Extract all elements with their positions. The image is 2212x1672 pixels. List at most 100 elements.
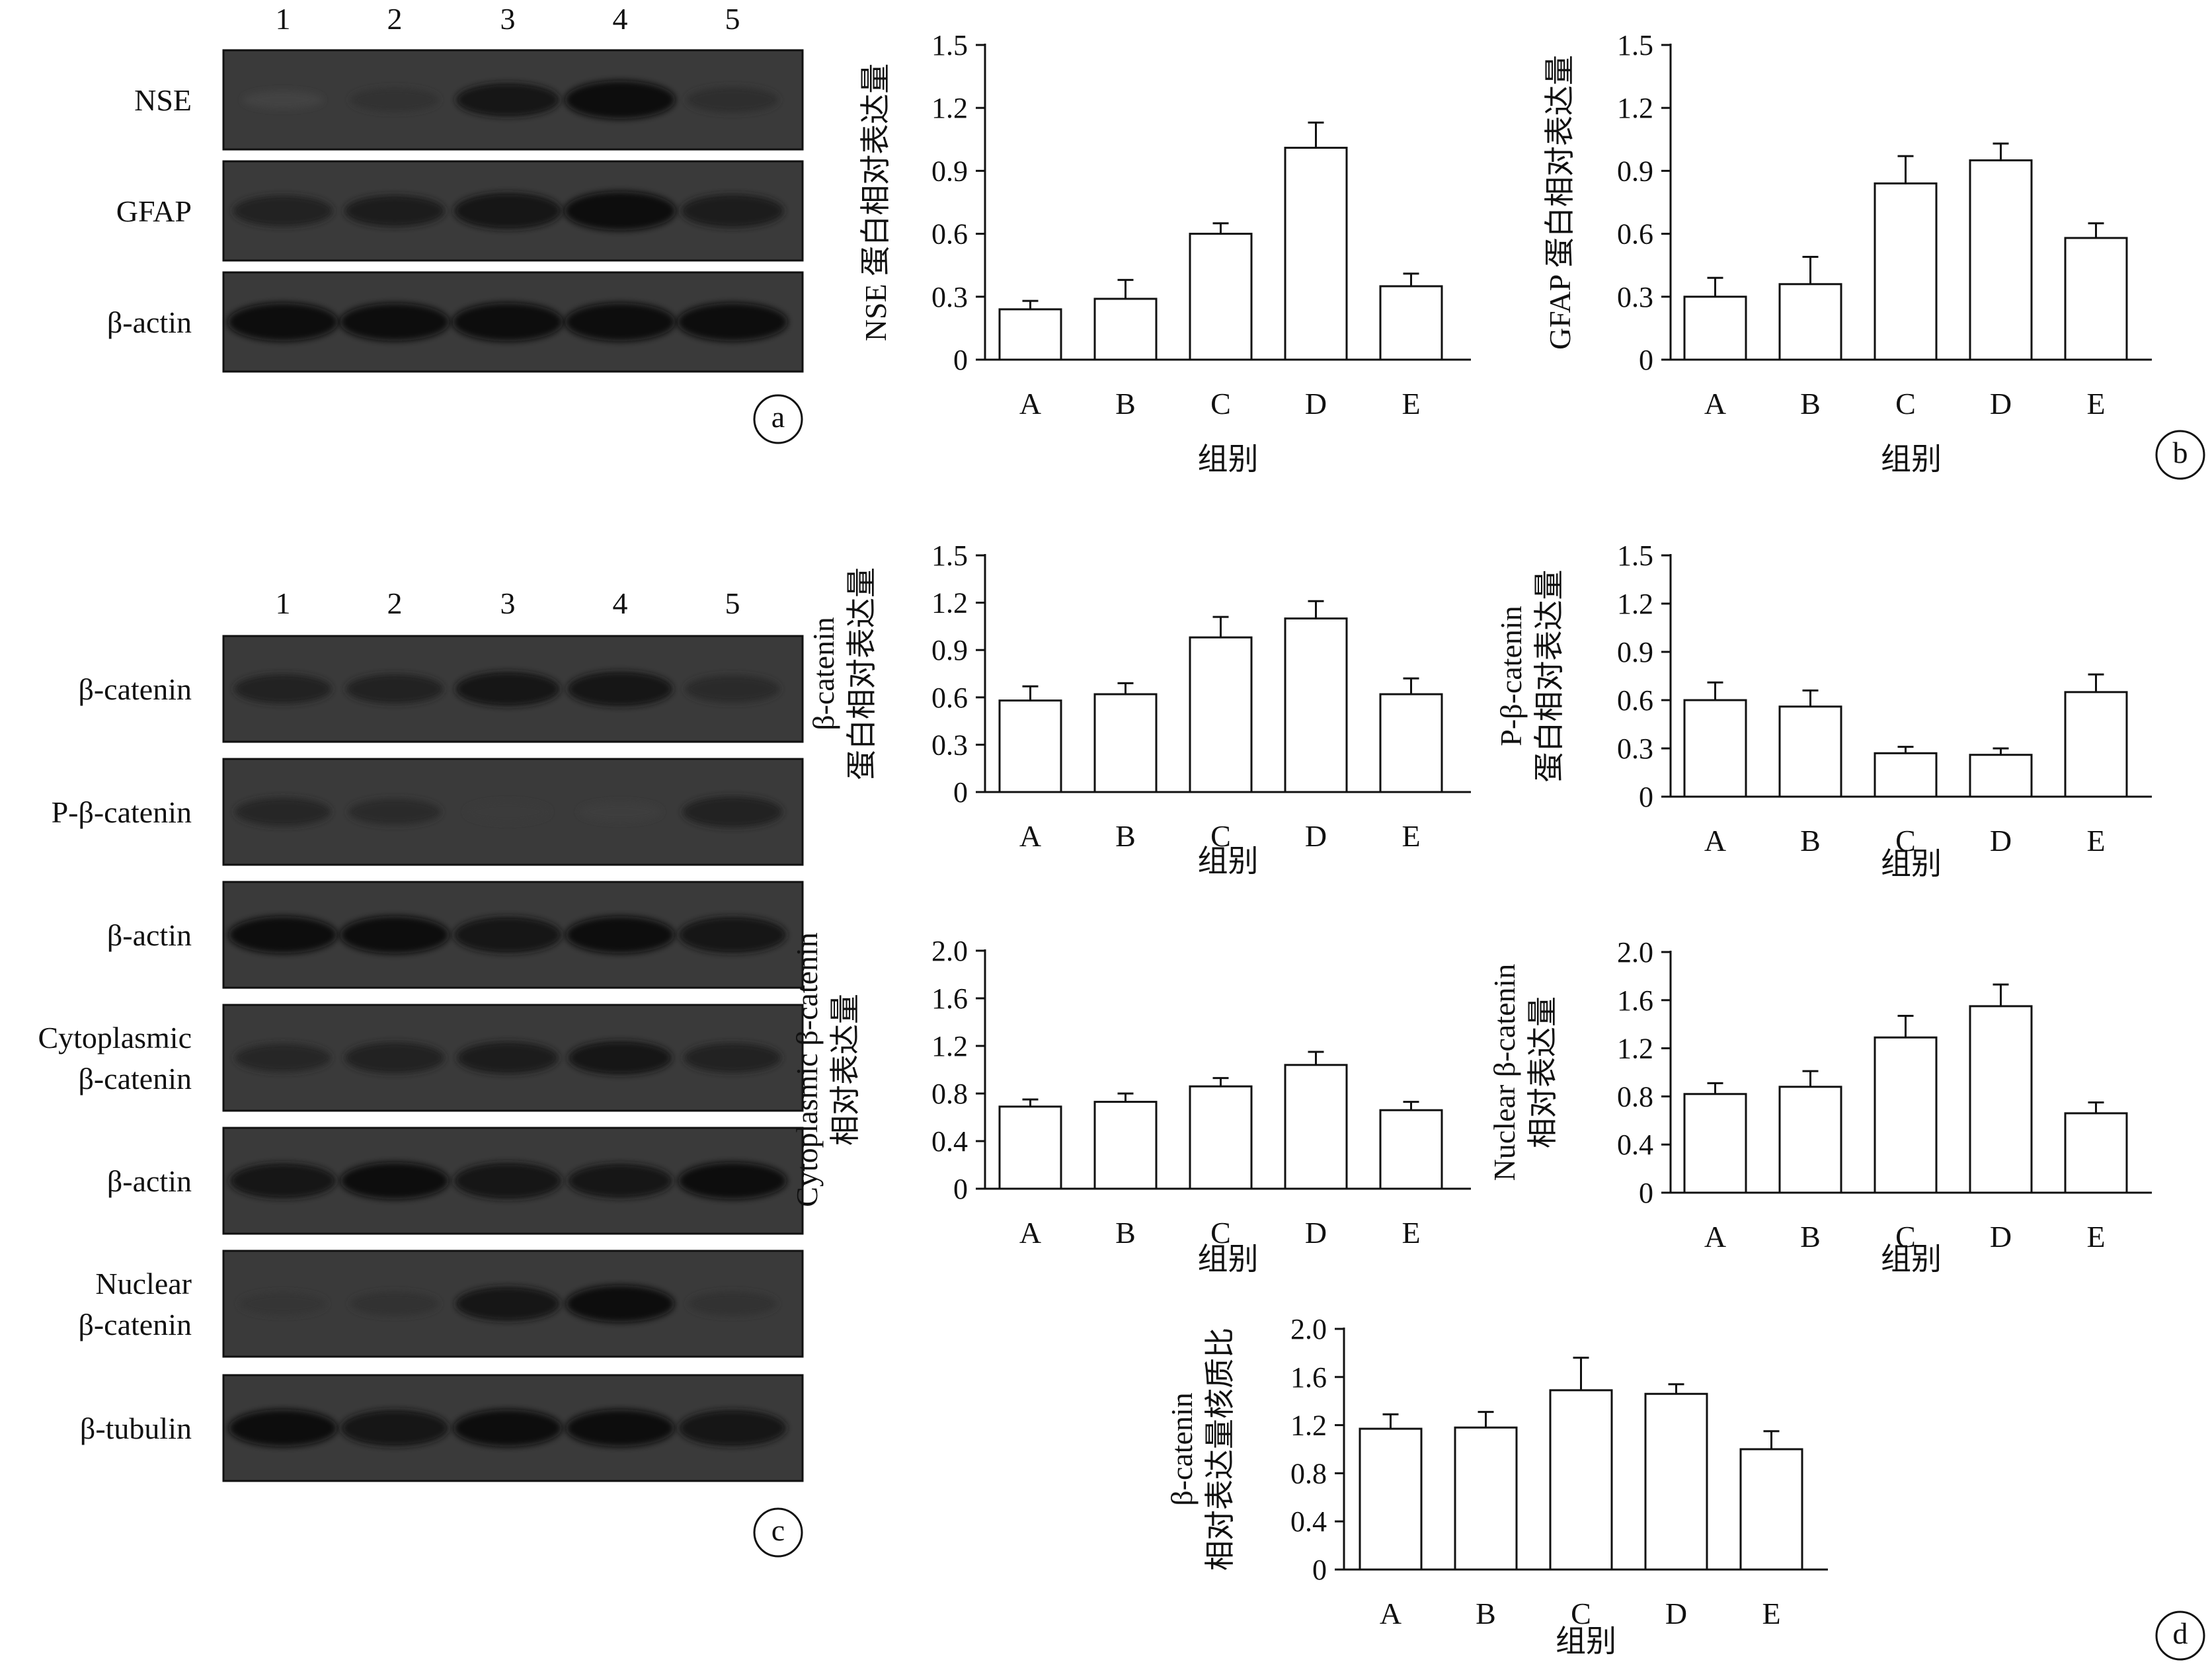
category-label-C: C: [1210, 1216, 1231, 1250]
blot-band: [454, 1410, 562, 1447]
bar-C: [1874, 752, 1938, 798]
y-tick-label: 0.3: [1617, 733, 1653, 765]
blot-row: Nuclear β-catenin: [78, 1250, 804, 1358]
blot-band: [457, 1041, 559, 1074]
blot-row-label: NSE: [134, 83, 192, 117]
panel-letter-circle: [2155, 430, 2205, 480]
category-label-E: E: [2086, 387, 2105, 420]
blot-band: [346, 674, 444, 704]
y-tick-label: 0.9: [1617, 636, 1653, 668]
y-axis-title: β-catenin: [807, 617, 840, 731]
lane-number-1: 1: [276, 586, 291, 620]
y-tick-label: 1.5: [931, 539, 968, 572]
x-axis-title: 组别: [1881, 847, 1942, 881]
blot-band: [344, 195, 445, 227]
blot-row-label: β-actin: [107, 918, 192, 952]
panel-letter-circle: [753, 1507, 803, 1558]
category-label-D: D: [1305, 819, 1327, 853]
blot-row: β-actin: [107, 271, 804, 373]
y-tick-label: 1.5: [1617, 29, 1653, 61]
blot-row: β-actin: [107, 881, 804, 989]
category-label-D: D: [1990, 387, 2012, 420]
bar-C: [1189, 233, 1253, 361]
y-tick-label: 1.6: [1617, 984, 1653, 1017]
x-axis-title: 组别: [1198, 844, 1259, 878]
lane-number-4: 4: [613, 2, 628, 36]
panel-letter-b: b: [2155, 430, 2205, 480]
x-axis-title: 组别: [1556, 1624, 1616, 1658]
y-axis-title: 相对表达量核质比: [1203, 1328, 1237, 1571]
category-label-A: A: [1019, 1216, 1041, 1250]
blot-band: [235, 797, 331, 826]
blot-band: [239, 1292, 327, 1316]
bar-D: [1969, 1005, 2033, 1194]
bar-C: [1874, 182, 1938, 361]
blot-band: [678, 1162, 787, 1199]
blot-row-label: Cytoplasmic: [38, 1021, 192, 1055]
bar-chart-5: 0 0.4 0.8 1.2 1.6 2.0 A B C D E 组别 Cytoplasmic β-cat…: [790, 932, 1471, 1276]
category-label-B: B: [1115, 387, 1136, 420]
bar-B: [1778, 705, 1842, 798]
y-tick-label: 1.6: [931, 982, 968, 1015]
panel-letter-circle: [2155, 1611, 2205, 1661]
blot-band: [350, 1292, 439, 1316]
lane-number-2: 2: [387, 2, 403, 36]
y-axis-title: 蛋白相对表达量: [845, 567, 879, 780]
category-label-A: A: [1704, 387, 1726, 420]
blot-band: [455, 672, 560, 706]
blot-band: [688, 1292, 777, 1316]
y-tick-label: 1.2: [931, 92, 968, 124]
blot-band: [348, 799, 441, 825]
blot-row: P-β-catenin: [52, 758, 804, 866]
bar-B: [1778, 283, 1842, 361]
blot-band: [568, 1041, 672, 1075]
bar-chart-4: 0 0.3 0.6 0.9 1.2 1.5 A B C D E 组别 P-β-catenin 蛋白相对表达…: [1494, 539, 2152, 881]
category-label-C: C: [1895, 824, 1916, 857]
blot-row: GFAP: [116, 160, 804, 262]
blot-row-label: β-catenin: [78, 1062, 192, 1095]
bar-D: [1284, 146, 1348, 361]
blot-band: [565, 81, 676, 119]
blot-band: [233, 195, 333, 227]
bar-B: [1778, 1086, 1842, 1194]
blot-band: [340, 1410, 449, 1447]
blot-row: β-tubulin: [80, 1374, 804, 1482]
category-label-A: A: [1019, 819, 1041, 853]
blot-row: β-catenin: [78, 635, 804, 743]
blot-band: [465, 801, 550, 822]
blot-band: [235, 1043, 331, 1072]
category-label-D: D: [1305, 1216, 1327, 1250]
panel-letter-text: a: [771, 400, 785, 434]
bar-E: [1379, 285, 1443, 361]
blot-band: [565, 303, 676, 341]
category-label-B: B: [1115, 1216, 1136, 1250]
category-label-A: A: [1704, 1220, 1726, 1254]
blot-band: [685, 675, 780, 703]
y-axis-title: Nuclear β-catenin: [1487, 964, 1521, 1181]
x-axis-title: 组别: [1881, 1242, 1942, 1276]
category-label-D: D: [1665, 1597, 1687, 1630]
category-label-D: D: [1305, 387, 1327, 420]
blot-row-label: P-β-catenin: [52, 795, 192, 829]
y-tick-label: 0: [953, 344, 968, 376]
western-blot-panel-c: 1 2 3 4 5 β-catenin P-β-catenin β-actin Cytoplas…: [38, 586, 804, 1482]
y-tick-label: 0.9: [931, 155, 968, 187]
blot-band: [234, 674, 332, 704]
y-tick-label: 0.4: [1617, 1129, 1653, 1161]
blot-band: [678, 916, 787, 953]
category-label-E: E: [2086, 824, 2105, 857]
panel-letter-text: b: [2173, 436, 2188, 469]
category-label-C: C: [1210, 387, 1231, 420]
bar-C: [1874, 1036, 1938, 1194]
y-tick-label: 0.6: [931, 218, 968, 251]
bar-E: [2064, 237, 2128, 361]
blot-band: [454, 192, 562, 229]
y-tick-label: 2.0: [1290, 1313, 1327, 1345]
y-tick-label: 1.2: [931, 1030, 968, 1062]
western-blot-panel-a: 1 2 3 4 5 NSE GFAP β-actin: [107, 2, 804, 373]
y-tick-label: 0.6: [1617, 684, 1653, 717]
bar-D: [1969, 159, 2033, 361]
y-axis-title: P-β-catenin: [1494, 606, 1528, 746]
blot-band: [566, 1410, 674, 1447]
